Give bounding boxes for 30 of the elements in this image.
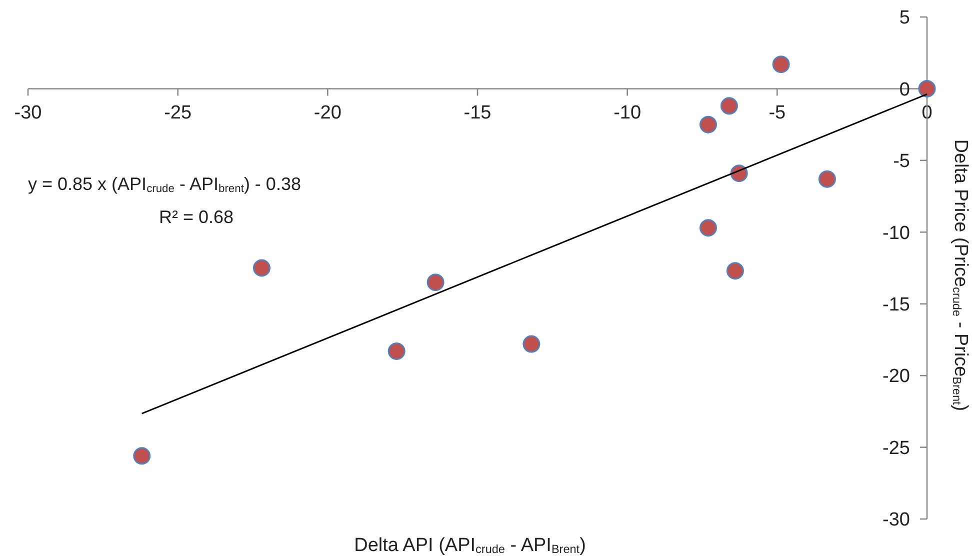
x-tick-label: -5 xyxy=(768,102,786,124)
point xyxy=(720,97,738,115)
y-tick-label: 5 xyxy=(899,8,910,29)
y-tick-label: -30 xyxy=(882,510,910,531)
point xyxy=(699,116,717,134)
x-tick-label: -10 xyxy=(614,102,642,124)
x-tick-label: 0 xyxy=(922,102,932,124)
point xyxy=(252,259,270,277)
point xyxy=(388,342,406,360)
point xyxy=(133,447,151,465)
point xyxy=(772,56,790,74)
point xyxy=(726,262,744,280)
y-tick-label: -20 xyxy=(882,366,910,388)
annotation: R² = 0.68 xyxy=(159,207,234,227)
x-tick-label: -15 xyxy=(464,102,492,124)
y-axis-title: Delta Price (Pricecrude - PriceBrent) xyxy=(950,139,971,412)
point xyxy=(918,80,936,98)
y-tick-label: -25 xyxy=(882,438,910,459)
y-tick-label: -5 xyxy=(893,151,910,172)
y-tick-label: -15 xyxy=(882,294,910,316)
point xyxy=(818,170,836,188)
x-tick-label: -25 xyxy=(164,102,192,124)
x-axis-title: Delta API (APIcrude - APIBrent) xyxy=(354,535,586,556)
y-tick-label: 0 xyxy=(899,79,910,100)
y-tick-label: -10 xyxy=(882,222,910,244)
point xyxy=(522,335,540,353)
point xyxy=(699,219,717,237)
point xyxy=(426,274,444,292)
x-tick-label: -30 xyxy=(14,102,42,124)
x-tick-label: -20 xyxy=(314,102,342,124)
